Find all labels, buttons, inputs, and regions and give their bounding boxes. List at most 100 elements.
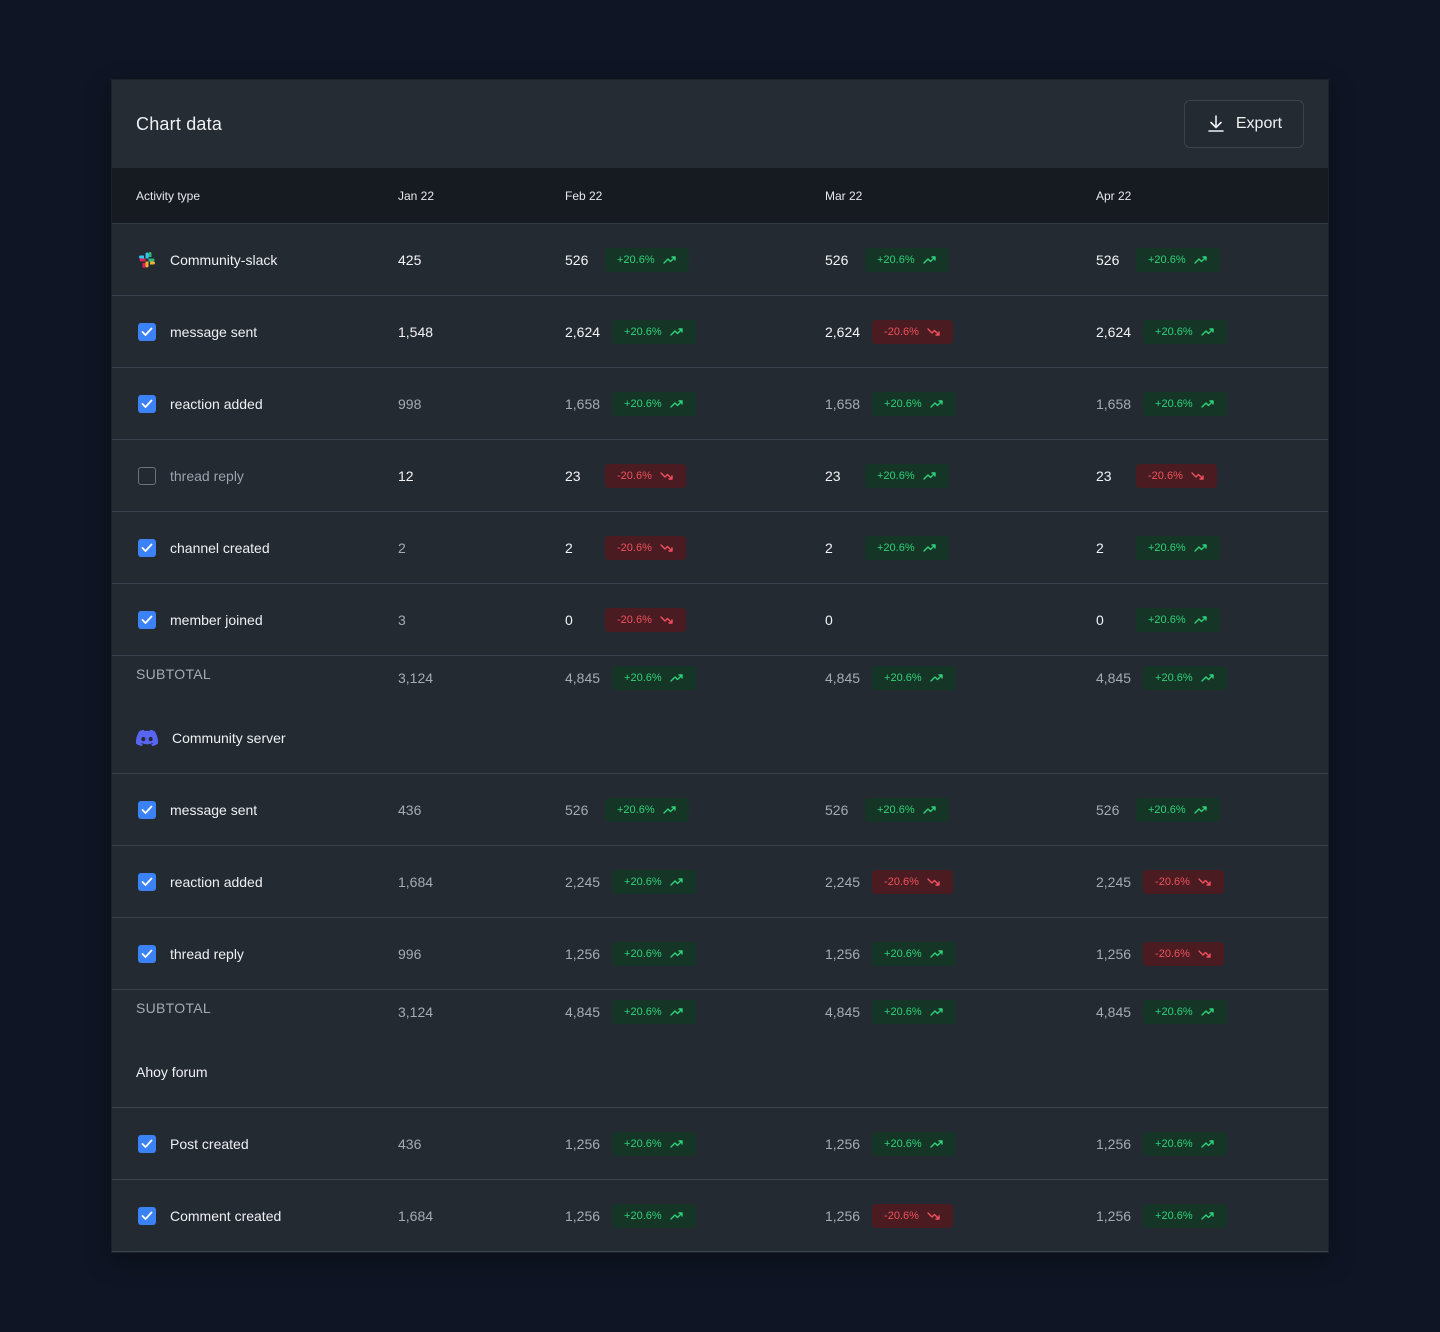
value-cell: 2	[398, 512, 426, 584]
change-text: -20.6%	[1155, 948, 1190, 960]
activity-name: reaction added	[170, 396, 263, 412]
change-text: +20.6%	[884, 1006, 922, 1018]
value-text: 23	[1096, 468, 1112, 484]
trend-up-icon	[1193, 805, 1208, 815]
value-text: 2,624	[1096, 324, 1132, 340]
checkbox-checked[interactable]	[138, 801, 156, 819]
column-header-activity-type[interactable]: Activity type	[136, 189, 201, 203]
value-cell: 1,684	[398, 1180, 433, 1252]
column-header-apr-22[interactable]: Apr 22	[1096, 189, 1132, 203]
value-text: 526	[565, 252, 589, 268]
group-name: Ahoy forum	[136, 1064, 208, 1080]
value-text: 2,624	[825, 324, 861, 340]
table-row: reaction added 998 1,658 +20.6% 1,658 +20.6% 1…	[112, 368, 1328, 440]
activity-cell: reaction added	[136, 368, 263, 440]
change-text: +20.6%	[884, 398, 922, 410]
checkbox-checked[interactable]	[138, 323, 156, 341]
change-badge-up: +20.6%	[612, 320, 696, 344]
activity-label: message sent	[136, 323, 257, 341]
change-badge-up: +20.6%	[612, 942, 696, 966]
change-text: +20.6%	[877, 804, 915, 816]
group-header-row: Ahoy forum	[112, 1036, 1328, 1108]
value-cell: 526 +20.6%	[565, 774, 689, 846]
value-text: 1,256	[825, 1136, 861, 1152]
change-text: -20.6%	[884, 876, 919, 888]
change-badge-down: -20.6%	[1143, 870, 1224, 894]
checkbox-checked[interactable]	[138, 873, 156, 891]
value-cell: 2,624 +20.6%	[1096, 296, 1227, 368]
subtotal-label: SUBTOTAL	[136, 666, 212, 682]
table-row: message sent 1,548 2,624 +20.6% 2,624 -20.6% 2…	[112, 296, 1328, 368]
group-title: Community server	[136, 729, 286, 747]
change-badge-down: -20.6%	[1143, 942, 1224, 966]
trend-up-icon	[1193, 255, 1208, 265]
value-cell: 1,256 +20.6%	[825, 918, 956, 990]
change-text: +20.6%	[617, 254, 655, 266]
activity-name: thread reply	[170, 468, 244, 484]
change-badge-up: +20.6%	[612, 1204, 696, 1228]
checkbox-checked[interactable]	[138, 395, 156, 413]
trend-up-icon	[929, 1007, 944, 1017]
value-cell: 1,658 +20.6%	[1096, 368, 1227, 440]
change-badge-up: +20.6%	[605, 248, 689, 272]
trend-down-icon	[1191, 471, 1205, 481]
trend-up-icon	[1200, 1139, 1215, 1149]
value-cell: 4,845 +20.6%	[565, 1000, 696, 1024]
change-text: +20.6%	[1155, 1138, 1193, 1150]
checkbox-checked[interactable]	[138, 1207, 156, 1225]
change-badge-up: +20.6%	[872, 1132, 956, 1156]
change-text: +20.6%	[1155, 1210, 1193, 1222]
activity-name: message sent	[170, 802, 258, 818]
column-header-feb-22[interactable]: Feb 22	[565, 189, 603, 203]
value-cell: 526 +20.6%	[825, 774, 949, 846]
activity-cell: message sent	[136, 296, 257, 368]
group-label: Ahoy forum	[136, 1036, 208, 1108]
column-header-jan-22[interactable]: Jan 22	[398, 189, 435, 203]
change-text: +20.6%	[877, 254, 915, 266]
activity-name: thread reply	[170, 946, 244, 962]
value-cell: 23 -20.6%	[565, 440, 686, 512]
checkbox-checked[interactable]	[138, 1135, 156, 1153]
value-text: 0	[825, 612, 833, 628]
value-cell: 526 +20.6%	[825, 224, 949, 296]
value-cell: 526 +20.6%	[565, 224, 689, 296]
change-text: +20.6%	[624, 1006, 662, 1018]
value-cell: 1,256 -20.6%	[1096, 918, 1224, 990]
checkbox-checked[interactable]	[138, 539, 156, 557]
trend-up-icon	[1200, 327, 1215, 337]
value-cell: 2,245 -20.6%	[825, 846, 953, 918]
group-name: Community server	[172, 730, 286, 746]
change-text: +20.6%	[624, 398, 662, 410]
checkbox-checked[interactable]	[138, 945, 156, 963]
activity-label: thread reply	[136, 945, 244, 963]
checkbox-unchecked[interactable]	[138, 467, 156, 485]
checkbox-checked[interactable]	[138, 611, 156, 629]
trend-up-icon	[1200, 673, 1215, 683]
trend-up-icon	[1200, 399, 1215, 409]
change-text: +20.6%	[624, 948, 662, 960]
change-text: +20.6%	[1148, 804, 1186, 816]
value-cell: 4,845 +20.6%	[1096, 666, 1227, 690]
value-text: 1,256	[1096, 1136, 1132, 1152]
value-cell: 1,658 +20.6%	[825, 368, 956, 440]
change-text: -20.6%	[884, 326, 919, 338]
value-text: 996	[398, 946, 422, 962]
value-cell: 1,256 +20.6%	[825, 1108, 956, 1180]
table-header: Activity type Jan 22 Feb 22 Mar 22 Apr 2…	[112, 168, 1328, 224]
value-cell: 2 +20.6%	[825, 512, 949, 584]
value-text: 425	[398, 252, 422, 268]
value-cell: 0	[825, 584, 853, 656]
value-cell: 1,256 +20.6%	[1096, 1108, 1227, 1180]
value-cell: 3	[398, 584, 426, 656]
value-text: 2	[398, 540, 406, 556]
change-badge-up: +20.6%	[865, 248, 949, 272]
export-button[interactable]: Export	[1184, 100, 1304, 148]
value-cell: 2 +20.6%	[1096, 512, 1220, 584]
subtotal-row: SUBTOTAL 3,124 4,845 +20.6% 4,845 +20.6% 4,845…	[112, 656, 1328, 702]
column-header-mar-22[interactable]: Mar 22	[825, 189, 863, 203]
value-text: 1,256	[825, 946, 861, 962]
value-text: 2	[825, 540, 833, 556]
trend-down-icon	[660, 471, 674, 481]
value-text: 526	[565, 802, 589, 818]
change-badge-down: -20.6%	[605, 464, 686, 488]
